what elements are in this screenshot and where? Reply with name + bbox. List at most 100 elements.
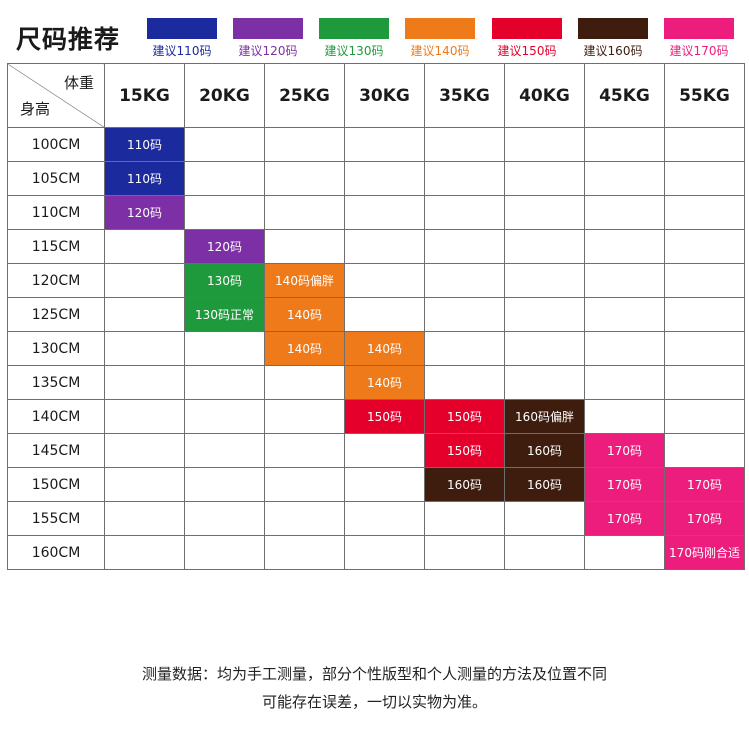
empty-cell (264, 399, 345, 434)
table-row: 110CM 120码 (7, 195, 745, 230)
size-cell: 120码 (104, 195, 185, 230)
table-row: 130CM 140码 140码 (7, 331, 745, 366)
legend-swatch (147, 18, 217, 39)
empty-cell (504, 263, 585, 298)
empty-cell (664, 195, 745, 230)
size-cell: 140码偏胖 (264, 263, 345, 298)
table-row: 140CM 150码 150码 160码偏胖 (7, 399, 745, 434)
weight-header: 30KG (344, 63, 425, 128)
height-axis-label: 身高 (20, 100, 51, 118)
empty-cell (584, 229, 665, 264)
weight-axis-label: 体重 (63, 74, 94, 92)
legend-item: 建议150码 (492, 18, 564, 59)
empty-cell (344, 127, 425, 162)
legend-label: 建议120码 (238, 44, 298, 58)
height-label: 135CM (7, 365, 105, 400)
legend-label: 建议160码 (583, 44, 643, 58)
empty-cell (424, 263, 505, 298)
empty-cell (504, 297, 585, 332)
empty-cell (264, 365, 345, 400)
height-label: 130CM (7, 331, 105, 366)
table-row: 135CM 140码 (7, 365, 745, 400)
empty-cell (104, 297, 185, 332)
empty-cell (504, 535, 585, 570)
empty-cell (344, 501, 425, 536)
empty-cell (184, 161, 265, 196)
empty-cell (264, 195, 345, 230)
empty-cell (424, 229, 505, 264)
legend-swatch (319, 18, 389, 39)
legend-label: 建议170码 (669, 44, 729, 58)
header-row: 体重 身高 15KG 20KG 25KG 30KG 35KG 40KG 45KG 55KG (7, 63, 745, 128)
empty-cell (104, 467, 185, 502)
empty-cell (664, 161, 745, 196)
weight-header: 35KG (424, 63, 505, 128)
empty-cell (504, 195, 585, 230)
empty-cell (664, 263, 745, 298)
corner-header: 体重 身高 (7, 63, 105, 128)
empty-cell (584, 331, 665, 366)
size-chart-table: 体重 身高 15KG 20KG 25KG 30KG 35KG 40KG 45KG 55KG 1… (7, 63, 745, 570)
empty-cell (104, 331, 185, 366)
table-row: 115CM 120码 (7, 229, 745, 264)
size-cell: 140码 (344, 365, 425, 400)
size-cell: 140码 (344, 331, 425, 366)
size-cell: 170码 (584, 467, 665, 502)
empty-cell (104, 433, 185, 468)
empty-cell (664, 399, 745, 434)
empty-cell (184, 399, 265, 434)
table-row: 100CM 110码 (7, 127, 745, 162)
empty-cell (504, 161, 585, 196)
empty-cell (344, 297, 425, 332)
empty-cell (264, 229, 345, 264)
legend-swatch (233, 18, 303, 39)
table-row: 105CM 110码 (7, 161, 745, 196)
empty-cell (504, 127, 585, 162)
table-row: 125CM 130码正常 140码 (7, 297, 745, 332)
size-cell: 110码 (104, 161, 185, 196)
empty-cell (424, 195, 505, 230)
weight-header: 20KG (184, 63, 265, 128)
empty-cell (344, 263, 425, 298)
legend-item: 建议170码 (664, 18, 736, 59)
empty-cell (264, 433, 345, 468)
empty-cell (344, 433, 425, 468)
empty-cell (664, 127, 745, 162)
empty-cell (104, 535, 185, 570)
size-cell: 150码 (424, 399, 505, 434)
footnote-line-2: 可能存在误差，一切以实物为准。 (261, 693, 487, 711)
size-cell: 120码 (184, 229, 265, 264)
legend-label: 建议110码 (152, 44, 212, 58)
table-row: 160CM 170码刚合适 (7, 535, 745, 570)
empty-cell (424, 297, 505, 332)
size-cell: 170码 (664, 501, 745, 536)
weight-header: 45KG (584, 63, 665, 128)
height-label: 100CM (7, 127, 105, 162)
empty-cell (664, 365, 745, 400)
empty-cell (104, 365, 185, 400)
height-label: 140CM (7, 399, 105, 434)
empty-cell (104, 501, 185, 536)
empty-cell (504, 501, 585, 536)
height-label: 150CM (7, 467, 105, 502)
size-cell: 170码刚合适 (664, 535, 745, 570)
size-cell: 150码 (344, 399, 425, 434)
size-cell: 170码 (584, 501, 665, 536)
empty-cell (424, 127, 505, 162)
legend-label: 建议140码 (410, 44, 470, 58)
empty-cell (664, 331, 745, 366)
height-label: 115CM (7, 229, 105, 264)
empty-cell (664, 229, 745, 264)
size-cell: 170码 (584, 433, 665, 468)
legend-swatch (492, 18, 562, 39)
empty-cell (584, 161, 665, 196)
legend-swatch (664, 18, 734, 39)
empty-cell (584, 195, 665, 230)
table-row: 155CM 170码 170码 (7, 501, 745, 536)
height-label: 155CM (7, 501, 105, 536)
size-cell: 140码 (264, 331, 345, 366)
size-cell: 160码 (424, 467, 505, 502)
empty-cell (424, 331, 505, 366)
empty-cell (184, 127, 265, 162)
height-label: 145CM (7, 433, 105, 468)
